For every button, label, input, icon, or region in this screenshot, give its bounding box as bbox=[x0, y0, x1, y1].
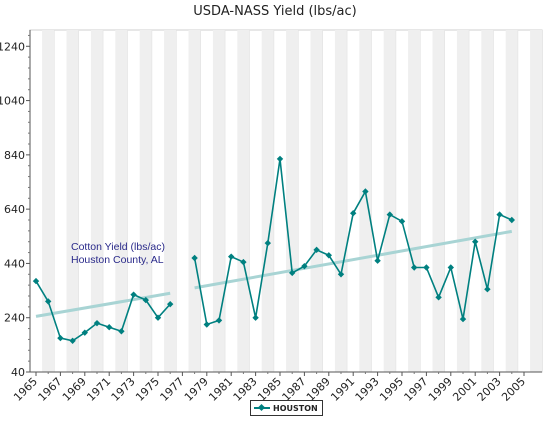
data-markers bbox=[32, 155, 515, 344]
x-tick-label: 1969 bbox=[60, 375, 89, 404]
annotation-line: Cotton Yield (lbs/ac) bbox=[71, 241, 165, 253]
data-point bbox=[130, 291, 137, 298]
x-tick-label: 1997 bbox=[402, 375, 431, 404]
grid-band bbox=[383, 30, 396, 372]
data-point bbox=[459, 315, 467, 323]
x-tick-label: 1973 bbox=[109, 375, 138, 404]
grid-band bbox=[530, 30, 542, 372]
legend-swatch-icon bbox=[254, 403, 270, 413]
data-point bbox=[411, 264, 418, 271]
data-point bbox=[167, 300, 174, 308]
data-point bbox=[154, 314, 162, 321]
grid-band bbox=[42, 30, 55, 372]
data-point bbox=[264, 239, 271, 247]
data-point bbox=[81, 329, 88, 336]
grid-band bbox=[261, 30, 274, 372]
data-point bbox=[313, 246, 320, 254]
data-point bbox=[276, 155, 284, 163]
data-point bbox=[508, 216, 515, 224]
y-tick-label: 1240 bbox=[0, 40, 25, 53]
x-tick-label: 2003 bbox=[475, 375, 504, 404]
grid-band bbox=[212, 30, 226, 372]
legend[interactable]: HOUSTON bbox=[250, 400, 323, 416]
grid-band bbox=[432, 30, 445, 372]
x-tick-label: 1977 bbox=[158, 375, 187, 404]
grid-band bbox=[139, 30, 152, 372]
y-tick-label: 240 bbox=[4, 312, 25, 325]
grid-band bbox=[456, 30, 470, 372]
data-point bbox=[374, 257, 381, 264]
data-point bbox=[484, 286, 491, 293]
x-tick-label: 2005 bbox=[499, 375, 528, 404]
data-point bbox=[472, 238, 479, 245]
data-point bbox=[240, 258, 247, 266]
y-tick-label: 640 bbox=[4, 203, 25, 216]
data-point bbox=[252, 314, 259, 321]
data-point bbox=[203, 321, 210, 328]
x-tick-label: 1967 bbox=[36, 375, 65, 404]
data-point bbox=[289, 269, 296, 277]
y-tick-label: 840 bbox=[4, 149, 25, 162]
data-point bbox=[215, 317, 223, 324]
grid-band bbox=[408, 30, 421, 372]
data-point bbox=[191, 254, 198, 262]
y-tick-label: 1040 bbox=[0, 95, 25, 108]
grid-band bbox=[310, 30, 323, 372]
trendline bbox=[35, 291, 171, 318]
grid-band bbox=[164, 30, 177, 372]
data-point bbox=[106, 324, 113, 331]
chart-title: USDA-NASS Yield (lbs/ac) bbox=[193, 4, 357, 19]
y-tick-label: 40 bbox=[11, 366, 25, 379]
data-point bbox=[398, 218, 406, 225]
grid-band bbox=[237, 30, 250, 372]
annotation-line: Houston County, AL bbox=[71, 254, 164, 266]
chart-annotation: Cotton Yield (lbs/ac)Houston County, AL bbox=[71, 241, 165, 266]
grid-band bbox=[334, 30, 348, 372]
data-point bbox=[93, 319, 101, 327]
grid-band bbox=[115, 30, 128, 372]
data-point bbox=[118, 328, 125, 335]
data-point bbox=[57, 334, 64, 342]
grid-band bbox=[66, 30, 79, 372]
y-tick-label: 440 bbox=[4, 257, 25, 270]
x-tick-label: 1995 bbox=[377, 375, 406, 404]
data-point bbox=[45, 298, 52, 305]
x-tick-label: 1981 bbox=[206, 375, 235, 404]
grid-bands bbox=[29, 29, 543, 373]
data-point bbox=[496, 211, 503, 218]
x-tick-label: 1975 bbox=[133, 375, 162, 404]
series-line bbox=[35, 280, 171, 342]
data-point bbox=[325, 252, 332, 259]
grid-band bbox=[286, 30, 299, 372]
data-point bbox=[337, 271, 345, 278]
x-tick-label: 1971 bbox=[84, 375, 113, 404]
x-tick-label: 2001 bbox=[450, 375, 479, 404]
x-tick-label: 1993 bbox=[353, 375, 382, 404]
data-point bbox=[362, 188, 369, 195]
data-point bbox=[435, 294, 442, 301]
grid-band bbox=[505, 30, 518, 372]
data-point bbox=[350, 210, 357, 217]
x-tick-label: 1979 bbox=[182, 375, 211, 404]
data-point bbox=[386, 211, 393, 218]
x-tick-label: 1999 bbox=[426, 375, 455, 404]
grid-band bbox=[90, 30, 104, 372]
grid-band bbox=[359, 30, 372, 372]
data-point bbox=[69, 337, 76, 344]
x-tick-label: 1991 bbox=[328, 375, 357, 404]
data-point bbox=[32, 277, 40, 285]
data-point bbox=[423, 264, 430, 271]
grid-band bbox=[481, 30, 494, 372]
x-tick-label: 1965 bbox=[11, 375, 40, 404]
data-point bbox=[301, 262, 308, 270]
data-point bbox=[447, 264, 454, 271]
grid-band bbox=[188, 30, 201, 372]
data-point bbox=[228, 253, 235, 260]
legend-label: HOUSTON bbox=[273, 403, 318, 413]
data-point bbox=[142, 296, 149, 304]
